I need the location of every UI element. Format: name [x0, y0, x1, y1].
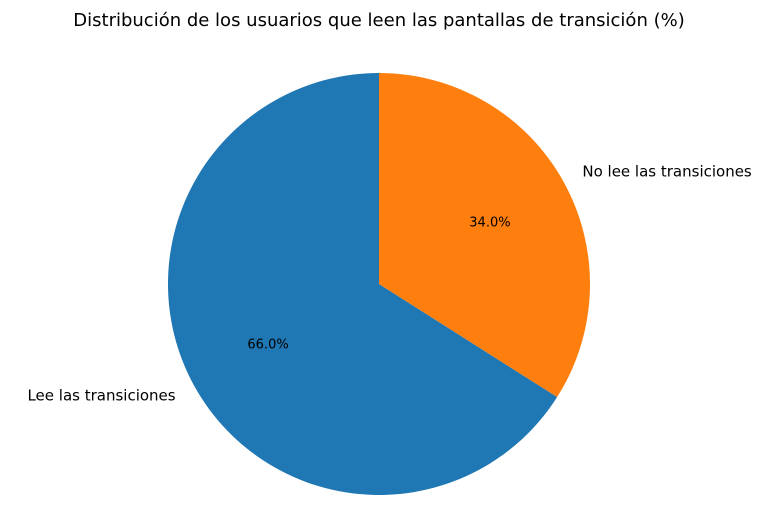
slice-percent-label: 66.0% [247, 337, 288, 352]
slice-category-label: No lee las transiciones [582, 163, 752, 181]
pie-slices [167, 73, 590, 496]
slice-percent-label: 34.0% [469, 216, 510, 231]
pie-slice-2 [379, 73, 590, 398]
pie-labels: Lee las transiciones 66.0% No lee las tran… [27, 163, 751, 405]
pie-slice-1 [167, 73, 558, 496]
chart-title: Distribución de los usuarios que leen la… [73, 10, 684, 31]
slice-category-label: Lee las transiciones [27, 386, 175, 404]
